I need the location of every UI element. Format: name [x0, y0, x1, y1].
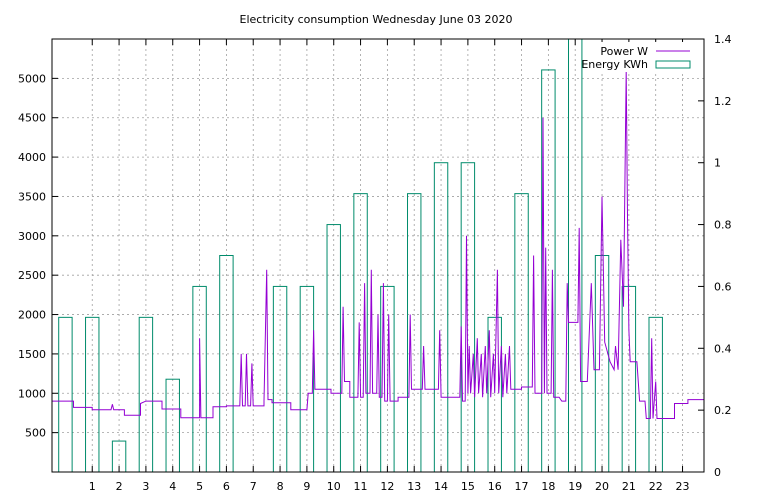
x-tick-label: 11	[354, 480, 368, 493]
x-tick-label: 3	[142, 480, 149, 493]
x-tick-label: 17	[515, 480, 529, 493]
x-tick-label: 4	[169, 480, 176, 493]
x-tick-label: 10	[327, 480, 341, 493]
x-tick-label: 14	[434, 480, 448, 493]
legend-bg	[595, 42, 701, 72]
y-right-tick-label: 0	[714, 466, 721, 479]
x-tick-label: 22	[649, 480, 663, 493]
y-left-tick-label: 500	[25, 427, 46, 440]
x-tick-label: 18	[541, 480, 555, 493]
x-tick-label: 6	[223, 480, 230, 493]
y-left-tick-label: 1000	[18, 387, 46, 400]
y-left-tick-label: 4000	[18, 151, 46, 164]
y-left-tick-label: 3500	[18, 190, 46, 203]
y-left-tick-label: 5000	[18, 72, 46, 85]
y-right-tick-label: 1	[714, 157, 721, 170]
y-right-tick-label: 1.2	[714, 95, 732, 108]
legend-swatch-energy	[655, 60, 691, 69]
legend: Power W Energy KWh	[581, 42, 701, 72]
x-tick-label: 7	[250, 480, 257, 493]
y-right-tick-label: 0.4	[714, 342, 732, 355]
power-line	[52, 70, 704, 419]
y-left-tick-label: 2000	[18, 309, 46, 322]
chart-title: Electricity consumption Wednesday June 0…	[240, 13, 513, 26]
x-tick-label: 9	[303, 480, 310, 493]
y-right-tick-label: 0.8	[714, 219, 732, 232]
axis-ticks: 500 1000 1500 2000 2500 3000 3500 4000 4500 5000 1…	[18, 33, 732, 493]
x-tick-label: 15	[461, 480, 475, 493]
energy-bar	[58, 316, 73, 473]
y-left-tick-label: 2500	[18, 269, 46, 282]
y-left-tick-label: 4500	[18, 112, 46, 125]
y-right-tick-label: 0.2	[714, 404, 732, 417]
plot-frame	[51, 38, 705, 473]
y-left-tick-label: 1500	[18, 348, 46, 361]
x-tick-label: 5	[196, 480, 203, 493]
x-tick-label: 20	[595, 480, 609, 493]
power-series-line	[52, 70, 704, 419]
x-tick-label: 21	[622, 480, 636, 493]
x-tick-label: 23	[676, 480, 690, 493]
y-right-tick-label: 1.4	[714, 33, 732, 46]
x-tick-label: 12	[380, 480, 394, 493]
x-tick-label: 13	[407, 480, 421, 493]
x-tick-label: 19	[568, 480, 582, 493]
legend-label-energy: Energy KWh	[581, 58, 648, 71]
y-right-tick-label: 0.6	[714, 280, 732, 293]
legend-label-power: Power W	[600, 45, 648, 58]
x-tick-label: 16	[488, 480, 502, 493]
x-tick-label: 8	[277, 480, 284, 493]
y-left-tick-label: 3000	[18, 230, 46, 243]
x-tick-label: 1	[89, 480, 96, 493]
x-tick-label: 2	[116, 480, 123, 493]
